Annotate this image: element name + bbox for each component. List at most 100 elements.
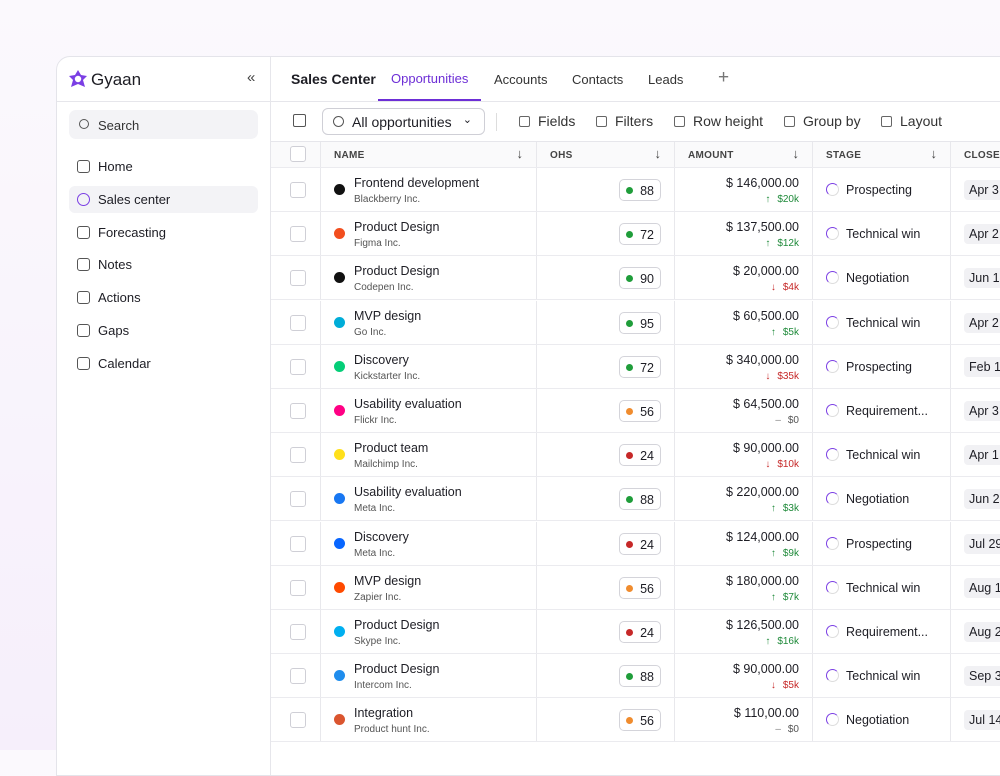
table-row[interactable]: Product team Mailchimp Inc. 24 $ 90,000.00 ↓… bbox=[271, 433, 1000, 478]
opportunity-name: MVP design bbox=[354, 308, 422, 323]
table-row[interactable]: MVP design Zapier Inc. 56 $ 180,000.00 ↑ $7k T… bbox=[271, 565, 1000, 610]
trend-icon: – bbox=[775, 415, 781, 426]
cell: Product team Mailchimp Inc. bbox=[321, 433, 537, 477]
trend-icon: ↓ bbox=[765, 370, 771, 382]
nav-icon bbox=[77, 160, 90, 173]
ohs-score: 88 bbox=[640, 493, 654, 508]
close-date: Jun 2 bbox=[964, 489, 1000, 510]
tab[interactable]: Leads bbox=[648, 71, 684, 87]
table-row[interactable]: MVP design Go Inc. 95 $ 60,500.00 ↑ $5k Techni… bbox=[271, 300, 1000, 345]
amount: $ 64,500.00 bbox=[732, 397, 799, 411]
row-checkbox[interactable] bbox=[290, 491, 306, 508]
nav-item[interactable]: Notes bbox=[69, 251, 258, 278]
nav-label: Forecasting bbox=[98, 224, 166, 240]
row-checkbox[interactable] bbox=[290, 579, 306, 596]
divider bbox=[271, 101, 1000, 102]
row-checkbox[interactable] bbox=[290, 712, 306, 729]
tab[interactable]: Accounts bbox=[494, 71, 548, 87]
table-row[interactable]: Discovery Kickstarter Inc. 72 $ 340,000.00 ↓… bbox=[271, 344, 1000, 389]
sort-icon[interactable]: ↓ bbox=[654, 146, 662, 161]
cell bbox=[271, 610, 321, 653]
row-checkbox[interactable] bbox=[290, 535, 306, 552]
nav-item[interactable]: Calendar bbox=[69, 350, 258, 377]
search-box[interactable]: Search bbox=[69, 110, 258, 139]
stage: Requirement... bbox=[846, 404, 928, 418]
change-value: $7k bbox=[782, 591, 799, 603]
close-date: Aug 1 bbox=[964, 577, 1000, 598]
company-name: Skype Inc. bbox=[354, 636, 401, 647]
toolbar-action[interactable]: Filters bbox=[596, 101, 653, 141]
nav-item[interactable]: Sales center bbox=[69, 185, 258, 213]
cell: Apr 2 bbox=[951, 301, 1000, 344]
cell bbox=[271, 389, 321, 432]
nav-item[interactable]: Actions bbox=[69, 284, 258, 311]
exit-icon[interactable] bbox=[293, 114, 306, 127]
cell: Product Design Skype Inc. bbox=[321, 610, 537, 653]
row-checkbox[interactable] bbox=[290, 403, 306, 419]
company-name: Meta Inc. bbox=[354, 503, 396, 515]
cell: MVP design Zapier Inc. bbox=[321, 565, 537, 609]
table-row[interactable]: Product Design Codepen Inc. 90 $ 20,000.00 ↓… bbox=[271, 256, 1000, 301]
tab[interactable]: Contacts bbox=[572, 71, 624, 87]
table-row[interactable]: Usability evaluation Flickr Inc. 56 $ 64,50… bbox=[271, 389, 1000, 433]
change-value: $9k bbox=[782, 547, 799, 559]
amount-change: – $0 bbox=[775, 724, 799, 735]
sort-icon[interactable]: ↓ bbox=[516, 146, 524, 161]
sort-icon[interactable]: ↓ bbox=[930, 146, 938, 161]
cell: Technical win bbox=[813, 300, 951, 344]
toolbar-action[interactable]: Layout bbox=[881, 101, 942, 141]
column-title: OHS bbox=[550, 150, 573, 161]
stage-icon bbox=[826, 404, 839, 417]
row-checkbox[interactable] bbox=[290, 358, 306, 375]
view-selector[interactable]: All opportunities ⌄ bbox=[322, 108, 485, 135]
action-label: Group by bbox=[803, 113, 861, 129]
column-title: NAME bbox=[334, 150, 365, 161]
cell: $ 126,500.00 ↑ $16k bbox=[675, 610, 813, 653]
row-checkbox[interactable] bbox=[290, 226, 306, 243]
nav-label: Notes bbox=[98, 257, 132, 273]
collapse-button[interactable]: « bbox=[247, 69, 256, 86]
stage: Technical win bbox=[846, 315, 921, 330]
table-row[interactable]: Product Design Figma Inc. 72 $ 137,500.00 ↑ $… bbox=[271, 212, 1000, 257]
tab[interactable]: Opportunities bbox=[378, 57, 482, 101]
amount-change: ↑ $3k bbox=[771, 503, 799, 514]
row-checkbox[interactable] bbox=[290, 182, 306, 198]
table-row[interactable]: Integration Product hunt Inc. 56 $ 110,00.0… bbox=[271, 698, 1000, 743]
company-name: Codepen Inc. bbox=[354, 282, 414, 294]
cell bbox=[271, 654, 321, 698]
header-cell: NAME ↓ bbox=[321, 142, 537, 167]
toolbar-action[interactable]: Row height bbox=[674, 101, 763, 141]
nav-item[interactable]: Home bbox=[69, 153, 258, 180]
close-date: Jul 14 bbox=[964, 710, 1000, 731]
table-row[interactable]: Usability evaluation Meta Inc. 88 $ 220,000… bbox=[271, 477, 1000, 522]
table-row[interactable]: Product Design Skype Inc. 24 $ 126,500.00 ↑ $… bbox=[271, 610, 1000, 654]
cell: MVP design Go Inc. bbox=[321, 300, 537, 344]
company-logo bbox=[334, 581, 345, 593]
ohs-score: 24 bbox=[640, 537, 654, 552]
table-row[interactable]: Frontend development Blackberry Inc. 88 $ 1… bbox=[271, 168, 1000, 212]
nav-item[interactable]: Forecasting bbox=[69, 219, 258, 246]
add-tab[interactable]: + bbox=[718, 67, 730, 88]
cell: 88 bbox=[537, 168, 675, 211]
cell: Sep 3 bbox=[951, 654, 1000, 697]
table-row[interactable]: Product Design Intercom Inc. 88 $ 90,000.00… bbox=[271, 654, 1000, 699]
row-checkbox[interactable] bbox=[290, 668, 306, 685]
cell: Prospecting bbox=[813, 168, 951, 211]
nav-icon bbox=[77, 291, 90, 305]
change-value: $0 bbox=[787, 415, 799, 426]
toolbar-action[interactable]: Group by bbox=[784, 101, 861, 141]
table-row[interactable]: Discovery Meta Inc. 24 $ 124,000.00 ↑ $9k Pros… bbox=[271, 521, 1000, 566]
amount: $ 60,500.00 bbox=[732, 308, 799, 323]
stage: Technical win bbox=[846, 227, 921, 242]
toolbar-action[interactable]: Fields bbox=[519, 101, 575, 141]
row-checkbox[interactable] bbox=[290, 270, 306, 287]
row-checkbox[interactable] bbox=[290, 314, 306, 331]
nav-item[interactable]: Gaps bbox=[69, 317, 258, 344]
sort-icon[interactable]: ↓ bbox=[792, 146, 800, 161]
cell: Negotiation bbox=[813, 698, 951, 742]
company-logo bbox=[334, 228, 345, 240]
select-all-checkbox[interactable] bbox=[290, 146, 306, 162]
close-date: Jul 29 bbox=[964, 533, 1000, 554]
row-checkbox[interactable] bbox=[290, 624, 306, 640]
row-checkbox[interactable] bbox=[290, 447, 306, 464]
